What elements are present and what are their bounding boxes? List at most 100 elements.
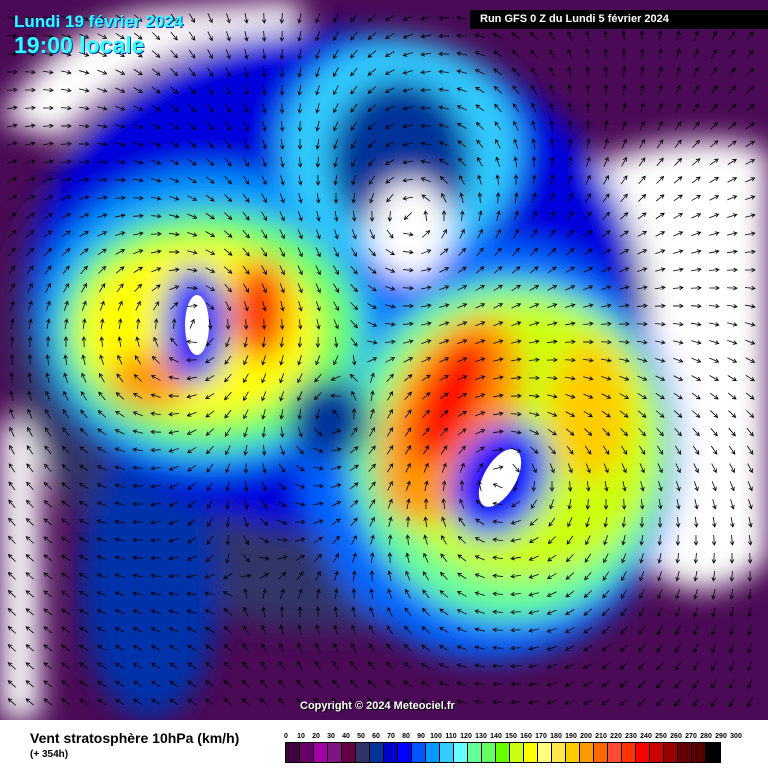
wind-arrow-icon bbox=[351, 606, 356, 617]
wind-arrow-icon bbox=[115, 14, 125, 22]
wind-arrow-icon bbox=[458, 247, 466, 256]
wind-arrow-icon bbox=[61, 482, 71, 490]
wind-arrow-icon bbox=[78, 555, 89, 561]
wind-arrow-icon bbox=[45, 354, 51, 366]
wind-arrow-icon bbox=[315, 192, 321, 204]
wind-arrow-icon bbox=[224, 175, 232, 185]
wind-arrow-icon bbox=[351, 408, 357, 420]
wind-arrow-icon bbox=[728, 49, 736, 59]
wind-arrow-icon bbox=[8, 499, 16, 509]
wind-arrow-icon bbox=[369, 606, 375, 617]
wind-arrow-icon bbox=[474, 645, 485, 650]
wind-arrow-icon bbox=[25, 499, 34, 508]
wind-arrow-icon bbox=[531, 156, 537, 168]
wind-arrow-icon bbox=[492, 681, 504, 687]
wind-arrow-icon bbox=[367, 86, 377, 94]
wind-arrow-icon bbox=[422, 409, 431, 418]
wind-arrow-icon bbox=[350, 661, 358, 671]
wind-arrow-icon bbox=[585, 174, 591, 185]
wind-arrow-icon bbox=[528, 537, 539, 543]
wind-arrow-icon bbox=[385, 680, 395, 688]
wind-arrow-icon bbox=[420, 177, 431, 183]
wind-arrow-icon bbox=[620, 175, 628, 185]
wind-arrow-icon bbox=[438, 69, 450, 75]
wind-arrow-icon bbox=[385, 304, 396, 309]
wind-arrow-icon bbox=[674, 661, 682, 671]
wind-arrow-icon bbox=[81, 336, 87, 348]
wind-arrow-icon bbox=[457, 122, 467, 129]
wind-arrow-icon bbox=[620, 212, 629, 220]
legend-tick: 220 bbox=[610, 733, 622, 740]
wind-arrow-icon bbox=[531, 480, 537, 492]
wind-arrow-icon bbox=[151, 355, 160, 364]
wind-arrow-icon bbox=[117, 300, 123, 311]
wind-arrow-icon bbox=[421, 626, 431, 634]
wind-arrow-icon bbox=[620, 193, 628, 202]
wind-arrow-icon bbox=[567, 480, 573, 492]
wind-arrow-icon bbox=[584, 571, 592, 581]
wind-arrow-icon bbox=[726, 249, 738, 255]
wind-arrow-icon bbox=[81, 300, 87, 311]
wind-arrow-icon bbox=[693, 534, 699, 546]
wind-arrow-icon bbox=[456, 33, 468, 38]
wind-arrow-icon bbox=[79, 15, 90, 21]
wind-arrow-icon bbox=[277, 500, 287, 508]
wind-arrow-icon bbox=[658, 30, 663, 42]
wind-arrow-icon bbox=[225, 301, 231, 312]
wind-arrow-icon bbox=[657, 589, 663, 600]
wind-arrow-icon bbox=[657, 607, 663, 618]
wind-arrow-icon bbox=[619, 680, 629, 688]
wind-arrow-icon bbox=[673, 213, 684, 219]
wind-arrow-icon bbox=[79, 464, 89, 472]
wind-arrow-icon bbox=[43, 500, 53, 508]
wind-arrow-icon bbox=[96, 573, 107, 579]
wind-arrow-icon bbox=[673, 176, 683, 184]
wind-arrow-icon bbox=[584, 428, 593, 437]
wind-arrow-icon bbox=[278, 679, 286, 689]
wind-arrow-icon bbox=[150, 465, 162, 471]
wind-arrow-icon bbox=[205, 356, 215, 364]
wind-arrow-icon bbox=[168, 483, 179, 489]
wind-arrow-icon bbox=[61, 34, 72, 39]
wind-arrow-icon bbox=[206, 446, 214, 455]
wind-arrow-icon bbox=[585, 463, 591, 474]
wind-arrow-icon bbox=[260, 499, 268, 509]
wind-arrow-icon bbox=[710, 121, 719, 130]
wind-arrow-icon bbox=[297, 247, 303, 258]
wind-arrow-icon bbox=[332, 679, 340, 688]
wind-arrow-icon bbox=[656, 139, 664, 149]
wind-arrow-icon bbox=[475, 303, 486, 309]
wind-arrow-icon bbox=[242, 643, 250, 653]
wind-arrow-icon bbox=[529, 446, 539, 454]
wind-arrow-icon bbox=[385, 698, 395, 706]
wind-arrow-icon bbox=[297, 102, 303, 114]
wind-arrow-icon bbox=[477, 480, 482, 491]
legend-swatch bbox=[356, 743, 370, 762]
wind-arrow-icon bbox=[244, 67, 249, 78]
wind-arrow-icon bbox=[385, 662, 394, 670]
wind-arrow-icon bbox=[26, 463, 34, 473]
wind-arrow-icon bbox=[297, 373, 303, 384]
wind-arrow-icon bbox=[350, 500, 359, 508]
wind-arrow-icon bbox=[61, 52, 72, 57]
legend-tick: 260 bbox=[670, 733, 682, 740]
wind-arrow-icon bbox=[493, 266, 503, 274]
wind-arrow-icon bbox=[531, 174, 537, 186]
wind-arrow-icon bbox=[492, 537, 504, 543]
wind-arrow-icon bbox=[492, 573, 504, 579]
wind-arrow-icon bbox=[223, 662, 232, 670]
wind-arrow-icon bbox=[604, 138, 609, 149]
wind-arrow-icon bbox=[78, 501, 89, 507]
legend-tick: 130 bbox=[475, 733, 487, 740]
wind-arrow-icon bbox=[528, 555, 539, 561]
wind-arrow-icon bbox=[98, 265, 107, 274]
wind-arrow-icon bbox=[583, 644, 593, 652]
wind-arrow-icon bbox=[511, 32, 521, 40]
wind-arrow-icon bbox=[150, 231, 162, 237]
wind-arrow-icon bbox=[205, 626, 215, 634]
wind-arrow-icon bbox=[531, 138, 536, 149]
wind-arrow-icon bbox=[654, 303, 666, 309]
wind-arrow-icon bbox=[547, 411, 558, 417]
wind-arrow-icon bbox=[242, 265, 250, 275]
wind-arrow-icon bbox=[694, 499, 699, 510]
